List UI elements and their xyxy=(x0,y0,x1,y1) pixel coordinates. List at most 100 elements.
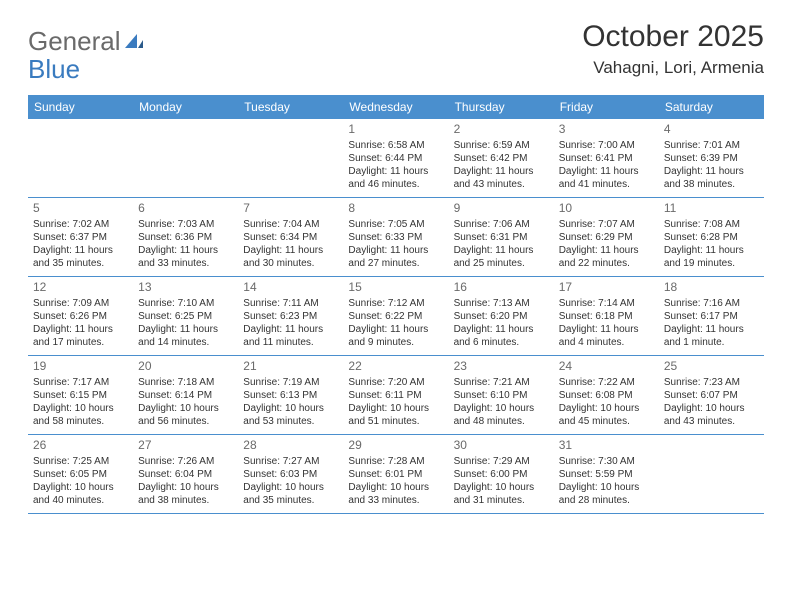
day-cell: 13Sunrise: 7:10 AMSunset: 6:25 PMDayligh… xyxy=(133,277,238,355)
day-cell: 27Sunrise: 7:26 AMSunset: 6:04 PMDayligh… xyxy=(133,435,238,513)
sunset-text: Sunset: 6:10 PM xyxy=(454,389,549,402)
sunrise-text: Sunrise: 7:28 AM xyxy=(348,455,443,468)
daylight-text: Daylight: 11 hours xyxy=(454,165,549,178)
sunset-text: Sunset: 6:39 PM xyxy=(664,152,759,165)
day-number: 27 xyxy=(138,438,233,454)
logo-sail-icon xyxy=(123,26,145,57)
daylight-text: Daylight: 11 hours xyxy=(559,323,654,336)
sunrise-text: Sunrise: 7:08 AM xyxy=(664,218,759,231)
day-cell: 21Sunrise: 7:19 AMSunset: 6:13 PMDayligh… xyxy=(238,356,343,434)
daylight-text: and 9 minutes. xyxy=(348,336,443,349)
sunrise-text: Sunrise: 7:04 AM xyxy=(243,218,338,231)
sunrise-text: Sunrise: 7:03 AM xyxy=(138,218,233,231)
sunrise-text: Sunrise: 7:02 AM xyxy=(33,218,128,231)
daylight-text: Daylight: 11 hours xyxy=(138,244,233,257)
day-number: 19 xyxy=(33,359,128,375)
logo: General xyxy=(28,20,147,57)
sunrise-text: Sunrise: 7:18 AM xyxy=(138,376,233,389)
day-cell: 25Sunrise: 7:23 AMSunset: 6:07 PMDayligh… xyxy=(659,356,764,434)
sunrise-text: Sunrise: 7:29 AM xyxy=(454,455,549,468)
day-header-thursday: Thursday xyxy=(449,95,554,119)
day-cell: 30Sunrise: 7:29 AMSunset: 6:00 PMDayligh… xyxy=(449,435,554,513)
day-cell: 20Sunrise: 7:18 AMSunset: 6:14 PMDayligh… xyxy=(133,356,238,434)
day-number: 17 xyxy=(559,280,654,296)
daylight-text: and 14 minutes. xyxy=(138,336,233,349)
daylight-text: and 53 minutes. xyxy=(243,415,338,428)
day-number: 28 xyxy=(243,438,338,454)
sunset-text: Sunset: 6:26 PM xyxy=(33,310,128,323)
day-cell: 19Sunrise: 7:17 AMSunset: 6:15 PMDayligh… xyxy=(28,356,133,434)
daylight-text: Daylight: 11 hours xyxy=(664,165,759,178)
daylight-text: Daylight: 11 hours xyxy=(348,165,443,178)
sunrise-text: Sunrise: 7:21 AM xyxy=(454,376,549,389)
day-number: 23 xyxy=(454,359,549,375)
day-number: 8 xyxy=(348,201,443,217)
day-cell: 26Sunrise: 7:25 AMSunset: 6:05 PMDayligh… xyxy=(28,435,133,513)
day-cell: 4Sunrise: 7:01 AMSunset: 6:39 PMDaylight… xyxy=(659,119,764,197)
location-text: Vahagni, Lori, Armenia xyxy=(582,58,764,78)
sunset-text: Sunset: 6:22 PM xyxy=(348,310,443,323)
daylight-text: and 56 minutes. xyxy=(138,415,233,428)
day-number: 29 xyxy=(348,438,443,454)
day-cell: 15Sunrise: 7:12 AMSunset: 6:22 PMDayligh… xyxy=(343,277,448,355)
sunset-text: Sunset: 5:59 PM xyxy=(559,468,654,481)
daylight-text: and 46 minutes. xyxy=(348,178,443,191)
sunrise-text: Sunrise: 7:10 AM xyxy=(138,297,233,310)
daylight-text: and 22 minutes. xyxy=(559,257,654,270)
sunset-text: Sunset: 6:28 PM xyxy=(664,231,759,244)
day-cell: 16Sunrise: 7:13 AMSunset: 6:20 PMDayligh… xyxy=(449,277,554,355)
daylight-text: Daylight: 11 hours xyxy=(664,244,759,257)
daylight-text: Daylight: 10 hours xyxy=(348,481,443,494)
sunrise-text: Sunrise: 7:05 AM xyxy=(348,218,443,231)
sunset-text: Sunset: 6:07 PM xyxy=(664,389,759,402)
daylight-text: Daylight: 11 hours xyxy=(664,323,759,336)
day-number: 15 xyxy=(348,280,443,296)
daylight-text: Daylight: 11 hours xyxy=(559,165,654,178)
day-cell: 5Sunrise: 7:02 AMSunset: 6:37 PMDaylight… xyxy=(28,198,133,276)
daylight-text: Daylight: 10 hours xyxy=(559,402,654,415)
day-number: 31 xyxy=(559,438,654,454)
daylight-text: Daylight: 10 hours xyxy=(138,402,233,415)
day-cell: 29Sunrise: 7:28 AMSunset: 6:01 PMDayligh… xyxy=(343,435,448,513)
sunrise-text: Sunrise: 7:22 AM xyxy=(559,376,654,389)
daylight-text: and 33 minutes. xyxy=(138,257,233,270)
day-number: 9 xyxy=(454,201,549,217)
daylight-text: and 25 minutes. xyxy=(454,257,549,270)
sunrise-text: Sunrise: 7:16 AM xyxy=(664,297,759,310)
day-cell xyxy=(238,119,343,197)
daylight-text: Daylight: 11 hours xyxy=(454,323,549,336)
day-cell: 3Sunrise: 7:00 AMSunset: 6:41 PMDaylight… xyxy=(554,119,659,197)
day-cell: 22Sunrise: 7:20 AMSunset: 6:11 PMDayligh… xyxy=(343,356,448,434)
daylight-text: and 1 minute. xyxy=(664,336,759,349)
daylight-text: and 38 minutes. xyxy=(138,494,233,507)
sunset-text: Sunset: 6:23 PM xyxy=(243,310,338,323)
day-number: 1 xyxy=(348,122,443,138)
daylight-text: Daylight: 10 hours xyxy=(243,481,338,494)
day-cell xyxy=(28,119,133,197)
day-cell: 6Sunrise: 7:03 AMSunset: 6:36 PMDaylight… xyxy=(133,198,238,276)
day-cell: 28Sunrise: 7:27 AMSunset: 6:03 PMDayligh… xyxy=(238,435,343,513)
sunrise-text: Sunrise: 7:17 AM xyxy=(33,376,128,389)
daylight-text: Daylight: 11 hours xyxy=(33,323,128,336)
daylight-text: and 19 minutes. xyxy=(664,257,759,270)
week-row: 1Sunrise: 6:58 AMSunset: 6:44 PMDaylight… xyxy=(28,119,764,198)
sunset-text: Sunset: 6:20 PM xyxy=(454,310,549,323)
day-header-monday: Monday xyxy=(133,95,238,119)
daylight-text: and 17 minutes. xyxy=(33,336,128,349)
day-cell: 2Sunrise: 6:59 AMSunset: 6:42 PMDaylight… xyxy=(449,119,554,197)
daylight-text: Daylight: 11 hours xyxy=(454,244,549,257)
sunrise-text: Sunrise: 7:25 AM xyxy=(33,455,128,468)
sunrise-text: Sunrise: 7:13 AM xyxy=(454,297,549,310)
sunset-text: Sunset: 6:29 PM xyxy=(559,231,654,244)
daylight-text: Daylight: 10 hours xyxy=(454,481,549,494)
week-row: 19Sunrise: 7:17 AMSunset: 6:15 PMDayligh… xyxy=(28,356,764,435)
sunrise-text: Sunrise: 7:11 AM xyxy=(243,297,338,310)
sunset-text: Sunset: 6:33 PM xyxy=(348,231,443,244)
day-number: 6 xyxy=(138,201,233,217)
sunrise-text: Sunrise: 7:07 AM xyxy=(559,218,654,231)
sunrise-text: Sunrise: 7:01 AM xyxy=(664,139,759,152)
day-number: 20 xyxy=(138,359,233,375)
day-number: 14 xyxy=(243,280,338,296)
sunset-text: Sunset: 6:03 PM xyxy=(243,468,338,481)
sunrise-text: Sunrise: 7:12 AM xyxy=(348,297,443,310)
